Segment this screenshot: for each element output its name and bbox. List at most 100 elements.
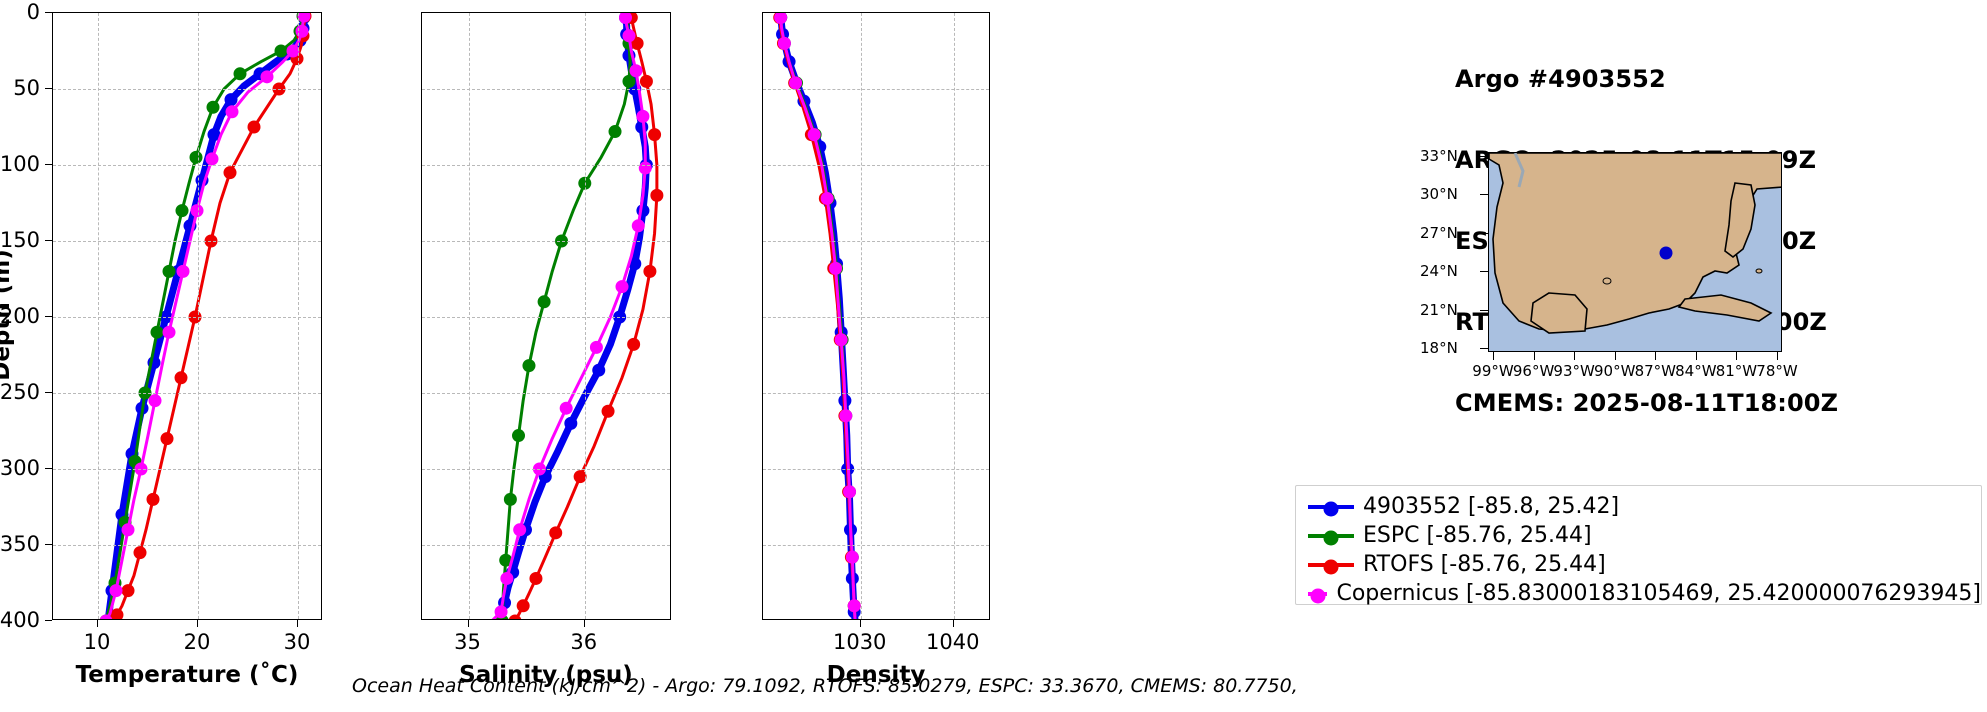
- salinity-plot-area: [421, 12, 671, 620]
- map-y-tick-label: 18°N: [1420, 339, 1458, 357]
- gridline-vertical: [860, 13, 862, 619]
- gridline-vertical: [198, 13, 199, 619]
- map-x-tick-label: 78°W: [1756, 362, 1798, 380]
- legend-item[interactable]: Copernicus [-85.83000183105469, 25.42000…: [1296, 579, 1981, 608]
- map-y-tickmark: [1480, 309, 1488, 311]
- legend-line-swatch: [1308, 501, 1354, 516]
- series-legend: 4903552 [-85.8, 25.42] ESPC [-85.76, 25.4…: [1295, 485, 1982, 608]
- map-y-tick-label: 21°N: [1420, 300, 1458, 319]
- temperature-plot-area: [52, 12, 322, 620]
- gridline-horizontal: [53, 393, 321, 394]
- gridline-horizontal: [53, 469, 321, 470]
- y-tick-label: 50: [13, 76, 40, 100]
- map-x-tick-label: 99°W: [1472, 362, 1514, 380]
- depth-axis-label: Depth (m): [0, 249, 15, 381]
- y-tickmark: [45, 88, 52, 89]
- map-y-tickmark: [1480, 271, 1488, 273]
- y-tick-label: 300: [0, 456, 40, 480]
- map-y-tick-label: 27°N: [1420, 223, 1458, 242]
- map-x-tick-label: 90°W: [1593, 362, 1636, 380]
- salinity-series-svg: [491, 13, 664, 619]
- map-x-tickmark: [1695, 352, 1697, 360]
- legend-item[interactable]: ESPC [-85.76, 25.44]: [1296, 521, 1981, 550]
- temperature-panel: [52, 12, 322, 620]
- map-y-tickmark: [1480, 156, 1488, 157]
- y-tickmark: [45, 240, 52, 241]
- y-tick-label: 250: [0, 380, 40, 404]
- location-map[interactable]: [1488, 152, 1782, 352]
- x-tickmark: [467, 620, 469, 627]
- gridline-vertical: [298, 13, 299, 619]
- gridline-horizontal: [763, 393, 989, 394]
- x-tickmark: [97, 620, 98, 627]
- x-tick-label: 10: [83, 630, 111, 654]
- ocean-heat-content-caption: Ocean Heat Content (kJ/cm^2) - Argo: 79.…: [352, 675, 1298, 697]
- x-tick-label: 36: [570, 630, 598, 654]
- legend-item[interactable]: RTOFS [-85.76, 25.44]: [1296, 550, 1981, 579]
- gridline-vertical: [953, 13, 955, 619]
- gridline-horizontal: [422, 241, 670, 242]
- x-tickmark: [197, 620, 198, 627]
- y-tickmark: [45, 392, 52, 393]
- legend-label: ESPC [-85.76, 25.44]: [1363, 523, 1592, 548]
- map-y-tickmark: [1480, 232, 1488, 234]
- x-tick-label: 30: [283, 630, 311, 654]
- y-tickmark: [45, 468, 52, 469]
- map-y-tickmark: [1480, 348, 1488, 349]
- gridline-horizontal: [422, 545, 670, 546]
- map-x-tick-label: 81°W: [1715, 362, 1758, 380]
- gridline-horizontal: [422, 393, 670, 394]
- map-y-tick-label: 24°N: [1420, 262, 1458, 281]
- float-position-marker: [1659, 246, 1673, 260]
- x-tick-label: 1030: [832, 630, 887, 654]
- gridline-horizontal: [422, 89, 670, 90]
- legend-item[interactable]: 4903552 [-85.8, 25.42]: [1296, 492, 1981, 521]
- legend-line-swatch: [1308, 530, 1354, 545]
- gridline-horizontal: [763, 165, 989, 166]
- x-tick-label: 1040: [926, 630, 980, 654]
- map-y-tick-label: 33°N: [1420, 147, 1458, 165]
- map-x-tickmark: [1777, 352, 1778, 360]
- y-tickmark: [45, 316, 52, 317]
- gridline-horizontal: [53, 241, 321, 242]
- gridline-horizontal: [53, 165, 321, 166]
- gridline-horizontal: [53, 317, 321, 318]
- map-y-tick-label: 30°N: [1420, 185, 1458, 204]
- info-cmems-time: CMEMS: 2025-08-11T18:00Z: [1455, 389, 1839, 417]
- y-tick-label: 0: [26, 0, 40, 24]
- legend-line-swatch: [1308, 588, 1328, 603]
- density-axis-label: Density: [826, 662, 926, 688]
- density-series-svg: [773, 13, 861, 619]
- map-x-tickmark: [1614, 352, 1616, 360]
- map-x-tickmark: [1736, 352, 1738, 360]
- gridline-horizontal: [53, 89, 321, 90]
- gridline-horizontal: [763, 469, 989, 470]
- temperature-axis-label: Temperature (˚C): [75, 662, 299, 688]
- gridline-vertical: [98, 13, 99, 619]
- map-coastline-svg: [1489, 153, 1781, 351]
- map-y-tickmark: [1480, 194, 1488, 196]
- legend-line-swatch: [1308, 559, 1354, 574]
- legend-marker-dot: [1323, 559, 1339, 574]
- gridline-horizontal: [763, 241, 989, 242]
- y-tickmark: [45, 12, 52, 13]
- y-tickmark: [45, 620, 52, 621]
- x-tick-label: 20: [183, 630, 211, 654]
- legend-marker-dot: [1310, 588, 1326, 603]
- gridline-horizontal: [763, 545, 989, 546]
- y-tick-label: 400: [0, 608, 40, 632]
- y-tick-label: 100: [0, 152, 40, 176]
- y-tick-label: 350: [0, 532, 40, 556]
- legend-marker-dot: [1323, 530, 1339, 545]
- gridline-horizontal: [53, 545, 321, 546]
- y-tick-label: 200: [0, 304, 40, 328]
- x-tickmark: [952, 620, 954, 627]
- legend-label: Copernicus [-85.83000183105469, 25.42000…: [1336, 581, 1981, 606]
- x-tickmark: [583, 620, 585, 627]
- gridline-horizontal: [422, 317, 670, 318]
- legend-label: RTOFS [-85.76, 25.44]: [1363, 552, 1606, 577]
- y-tickmark: [45, 164, 52, 165]
- map-x-tickmark: [1574, 352, 1576, 360]
- map-x-tick-label: 96°W: [1512, 362, 1555, 380]
- density-plot-area: [762, 12, 990, 620]
